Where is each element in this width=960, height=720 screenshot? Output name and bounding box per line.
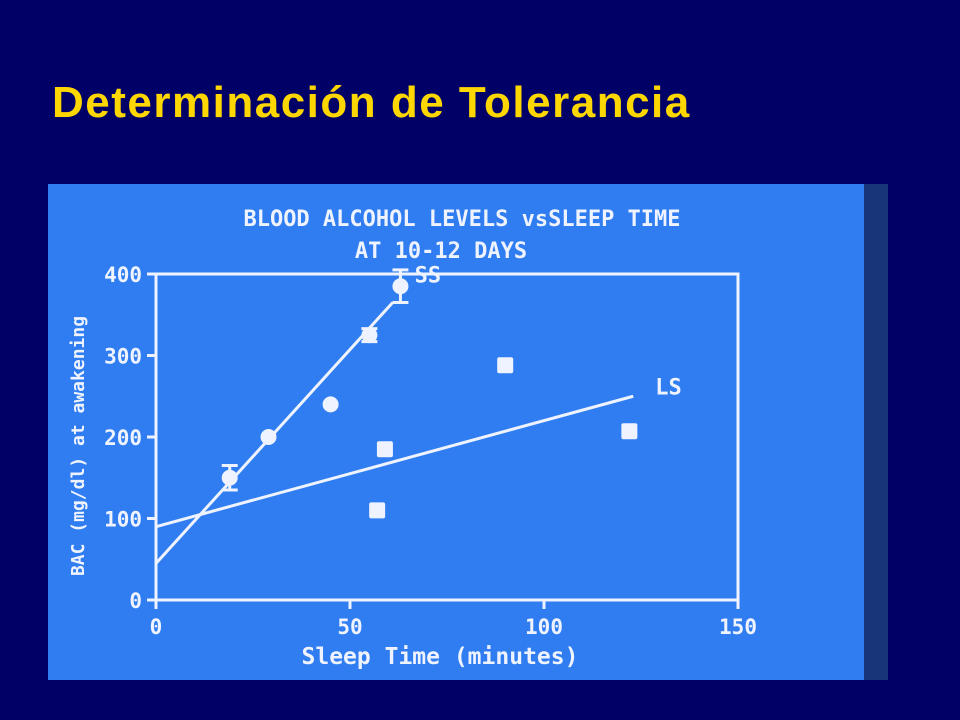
y-tick-label: 400 [104,263,142,287]
ss-data-point [392,278,409,295]
ls-data-point [369,502,386,519]
ls-data-point [376,441,393,458]
ss-data-point [322,396,339,413]
y-tick-label: 300 [104,345,142,369]
ls-fit-line [155,394,634,529]
x-tick-label: 50 [337,615,362,639]
chart-photo: BLOOD ALCOHOL LEVELS vsSLEEP TIME AT 10-… [48,184,888,680]
y-axis-label: BAC (mg/dl) at awakening [68,316,89,576]
ss-data-point [260,429,277,445]
plot-frame [154,272,740,602]
y-tick-label: 0 [129,589,142,613]
photo-edge-strip [864,184,888,680]
x-tick-label: 100 [525,615,563,639]
x-tick-label: 0 [150,615,163,639]
chart-title: BLOOD ALCOHOL LEVELS vsSLEEP TIME [243,207,680,232]
y-tick-label: 200 [104,426,142,450]
bac-vs-sleep-chart: BLOOD ALCOHOL LEVELS vsSLEEP TIME AT 10-… [68,207,757,670]
chart-subtitle: AT 10-12 DAYS [355,239,527,264]
ss-series-label: SS [415,264,442,289]
ls-data-point [497,357,514,374]
ss-data-point [361,327,378,344]
x-tick-label: 150 [719,615,757,639]
y-tick-label: 100 [104,508,142,532]
slide-title: Determinación de Tolerancia [52,78,691,127]
x-axis-label: Sleep Time (minutes) [302,644,579,670]
ss-data-point [221,469,238,486]
ls-series-label: LS [655,375,682,400]
ls-data-point [621,423,638,440]
